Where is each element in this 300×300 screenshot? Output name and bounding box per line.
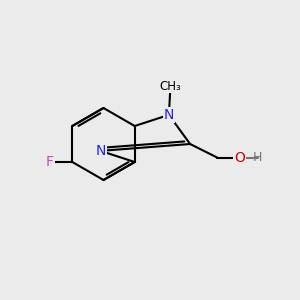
Text: H: H bbox=[253, 151, 262, 164]
Text: N: N bbox=[95, 144, 106, 158]
Text: N: N bbox=[164, 108, 174, 122]
Text: O: O bbox=[234, 151, 245, 164]
Text: CH₃: CH₃ bbox=[160, 80, 181, 93]
Text: F: F bbox=[46, 155, 54, 169]
